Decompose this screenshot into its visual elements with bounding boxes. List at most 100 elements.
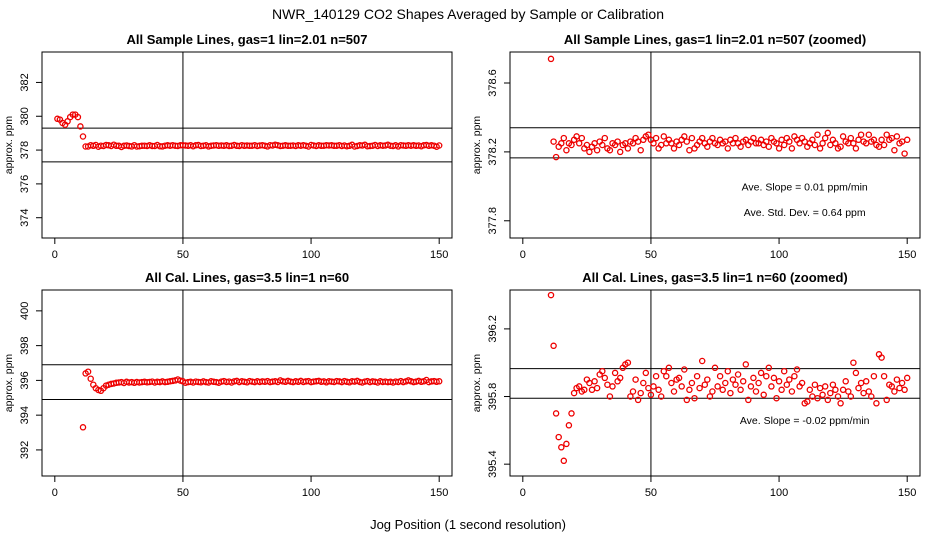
data-point (734, 371, 742, 378)
data-point (558, 140, 565, 147)
data-point (714, 383, 721, 390)
data-point (560, 457, 568, 465)
data-point (775, 378, 783, 385)
y-tick-label: 376 (19, 175, 31, 193)
data-point (568, 410, 575, 417)
data-point (696, 384, 703, 392)
data-point (824, 396, 832, 404)
x-tick-label: 100 (302, 249, 320, 261)
data-point (896, 384, 903, 392)
data-point (642, 369, 650, 377)
y-tick-label: 395.4 (487, 450, 499, 478)
data-point (763, 138, 770, 145)
data-point (839, 133, 847, 140)
data-point (745, 396, 752, 404)
panel-title: All Cal. Lines, gas=3.5 lin=1 n=60 (zoom… (582, 270, 848, 285)
x-tick-label: 150 (430, 249, 448, 261)
data-point (814, 131, 821, 138)
data-point (829, 381, 837, 388)
data-point (732, 381, 739, 388)
data-point (632, 376, 639, 383)
data-point (578, 134, 586, 142)
data-point (647, 391, 655, 399)
data-point (778, 386, 785, 394)
data-point (87, 375, 94, 382)
data-point (668, 379, 675, 387)
data-point (750, 374, 757, 382)
data-point (565, 422, 573, 429)
data-point (903, 136, 911, 144)
data-point (855, 384, 862, 392)
data-point (678, 383, 685, 390)
data-point (560, 134, 568, 142)
data-point (793, 366, 801, 373)
data-point (663, 372, 670, 380)
data-point (842, 378, 849, 385)
data-point (645, 131, 652, 138)
data-point (558, 444, 565, 451)
data-point (901, 150, 908, 157)
data-point (832, 140, 839, 147)
data-point (834, 393, 842, 400)
x-tick-label: 150 (898, 249, 916, 261)
data-point (837, 143, 844, 150)
plot-panels: All Sample Lines, gas=1 lin=2.01 n=507 0 5… (3, 32, 921, 499)
data-point (691, 394, 698, 402)
y-axis-label: approx. ppm (3, 354, 15, 413)
data-point (806, 386, 814, 394)
data-point (84, 368, 92, 375)
data-point (698, 357, 706, 365)
y-tick-label: 394 (19, 406, 31, 424)
data-point (640, 379, 647, 387)
data-point (550, 138, 557, 145)
figure-x-axis-label: Jog Position (1 second resolution) (370, 517, 566, 532)
data-point (878, 354, 885, 361)
data-point (77, 123, 84, 130)
data-point (893, 133, 901, 140)
y-tick-label: 378.6 (487, 69, 499, 97)
data-point (665, 364, 673, 372)
data-point (688, 134, 696, 142)
data-point (704, 143, 711, 150)
data-point (683, 138, 691, 145)
data-point (547, 291, 555, 299)
data-point (693, 372, 701, 380)
y-tick-label: 382 (19, 73, 31, 91)
data-point (773, 394, 780, 402)
data-point (704, 376, 711, 383)
data-point (606, 393, 614, 400)
data-point (816, 384, 824, 392)
data-point (891, 388, 898, 395)
data-point (601, 134, 609, 142)
data-point (750, 134, 757, 142)
data-point (629, 388, 637, 395)
data-point (637, 389, 644, 397)
data-point (706, 393, 714, 400)
data-point (575, 383, 583, 390)
data-point (616, 374, 624, 382)
data-point (780, 367, 788, 375)
data-point (732, 134, 739, 142)
y-tick-label: 392 (19, 441, 31, 459)
data-point (591, 378, 598, 385)
data-point (870, 136, 878, 144)
data-point (563, 146, 570, 154)
data-point (79, 424, 87, 431)
panel-2: All Sample Lines, gas=1 lin=2.01 n=507 (… (471, 32, 921, 261)
data-point (850, 359, 857, 366)
data-point (729, 376, 737, 383)
data-point (870, 372, 878, 380)
data-point (650, 140, 657, 147)
figure-title: NWR_140129 CO2 Shapes Averaged by Sample… (272, 6, 664, 22)
data-point (624, 359, 632, 366)
annotation-text: Ave. Std. Dev. = 0.64 ppm (744, 207, 866, 219)
data-point (819, 140, 826, 147)
data-point (660, 133, 668, 140)
plot-frame (509, 289, 921, 477)
data-point (814, 394, 821, 402)
data-point (435, 142, 443, 149)
data-point (581, 386, 588, 394)
y-tick-label: 380 (19, 107, 31, 125)
data-point (847, 393, 855, 400)
data-point (698, 134, 706, 142)
